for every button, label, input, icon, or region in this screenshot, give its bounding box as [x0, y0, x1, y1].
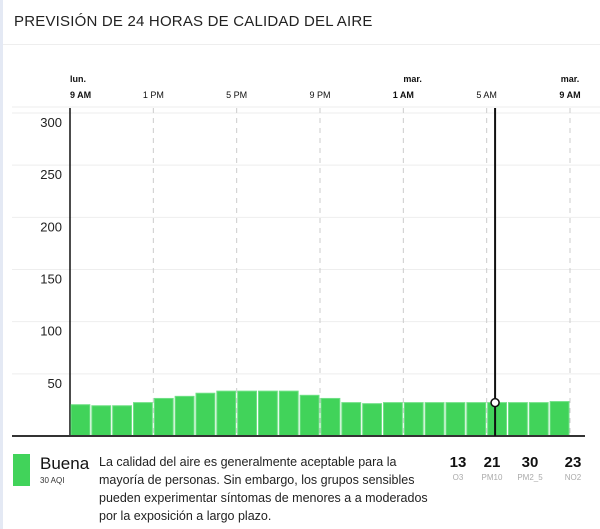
x-tick-day: lun. — [70, 74, 86, 84]
bar — [403, 402, 424, 437]
bar — [133, 402, 153, 437]
pollutant-value: 13 — [449, 454, 467, 471]
y-tick-label: 150 — [40, 272, 62, 287]
category-label: Buena — [40, 454, 90, 473]
y-tick-label: 50 — [48, 376, 62, 391]
bar — [112, 405, 132, 437]
bar — [216, 390, 237, 437]
bar — [362, 403, 382, 437]
x-tick-label: 9 AM — [70, 90, 91, 100]
bar — [508, 402, 528, 437]
bar — [383, 402, 403, 437]
y-tick-label: 250 — [40, 167, 62, 182]
pollutant-value: 21 — [483, 454, 501, 471]
pollutant-name: PM10 — [481, 473, 503, 482]
bar — [70, 404, 91, 437]
bar — [549, 401, 570, 437]
category-description: La calidad del aire es generalmente acep… — [99, 455, 428, 523]
y-tick-label: 100 — [40, 324, 62, 339]
aqi-bar-chart[interactable]: 50 100 150 200 250 300 lun. 9 AM 1 PM 5 PM 9 PM mar… — [0, 0, 600, 445]
y-tick-label: 200 — [40, 219, 62, 234]
page-title: PREVISIÓN DE 24 HORAS DE CALIDAD DEL AIR… — [14, 13, 373, 30]
x-tick-label: 5 AM — [476, 90, 497, 100]
bar — [320, 397, 341, 437]
bar — [341, 402, 362, 437]
bar — [258, 390, 278, 437]
pollutant-value: 23 — [564, 454, 582, 471]
category-swatch — [13, 454, 30, 486]
pollutant-pm25: 30 PM2_5 — [512, 454, 548, 482]
bar — [153, 397, 174, 437]
pollutant-name: NO2 — [564, 473, 582, 482]
pollutant-o3: 13 O3 — [440, 454, 476, 482]
x-tick-label: 9 AM — [559, 90, 580, 100]
pollutant-pm10: 21 PM10 — [474, 454, 510, 482]
bar — [424, 402, 445, 437]
selection-marker — [490, 397, 500, 408]
x-tick-day: mar. — [403, 74, 422, 84]
bar — [528, 402, 549, 437]
bar — [445, 402, 466, 437]
pollutant-value: 30 — [521, 454, 539, 471]
divider — [3, 44, 600, 45]
x-tick-label: 1 AM — [393, 90, 414, 100]
bar — [299, 394, 320, 437]
bar — [487, 402, 507, 437]
pollutant-name: PM2_5 — [517, 473, 543, 482]
bar — [195, 392, 216, 437]
pollutant-no2: 23 NO2 — [555, 454, 591, 482]
bar — [174, 395, 195, 437]
bar — [237, 390, 258, 437]
aqi-value: 30 AQI — [40, 476, 65, 485]
left-border — [0, 0, 3, 529]
y-tick-label: 300 — [40, 115, 62, 130]
x-tick-day: mar. — [561, 74, 580, 84]
bar — [466, 402, 487, 437]
x-tick-label: 1 PM — [143, 90, 164, 100]
x-tick-label: 5 PM — [226, 90, 247, 100]
pollutant-name: O3 — [452, 473, 464, 482]
bar — [278, 390, 299, 437]
x-tick-label: 9 PM — [309, 90, 330, 100]
bar — [91, 405, 112, 437]
